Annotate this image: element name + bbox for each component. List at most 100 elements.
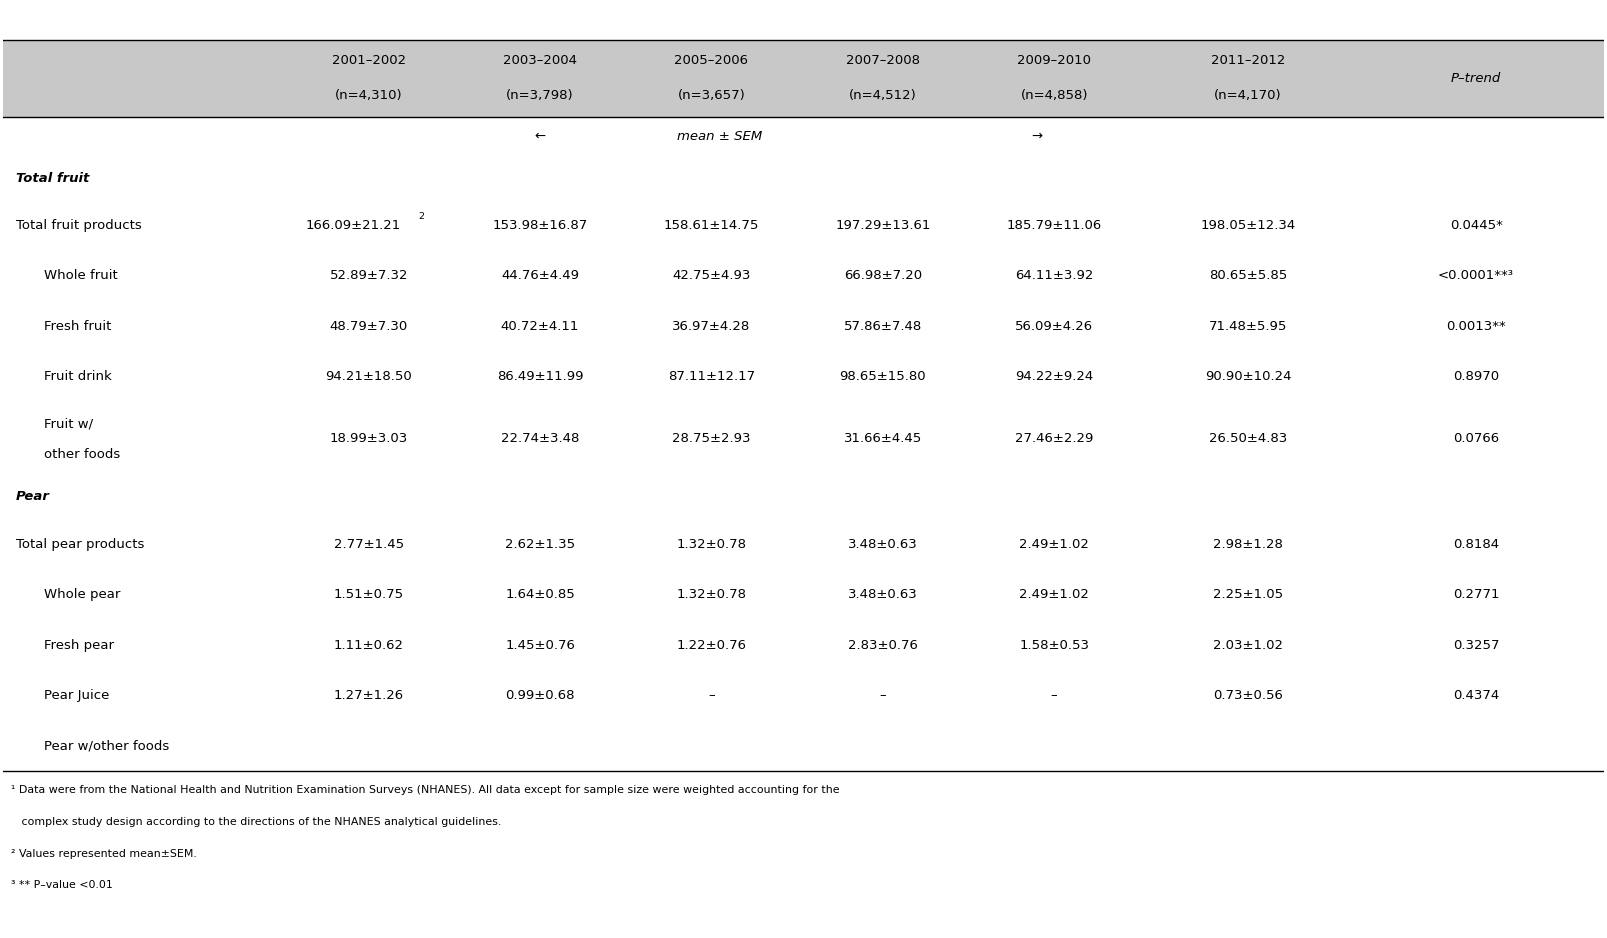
Text: 0.2771: 0.2771 xyxy=(1453,588,1499,601)
Text: 66.98±7.20: 66.98±7.20 xyxy=(844,269,922,282)
Text: Whole fruit: Whole fruit xyxy=(45,269,119,282)
Text: Total fruit products: Total fruit products xyxy=(16,219,141,232)
Text: 26.50±4.83: 26.50±4.83 xyxy=(1208,431,1287,445)
Text: P–trend: P–trend xyxy=(1451,72,1501,84)
Bar xyxy=(3,201,1604,250)
Text: –: – xyxy=(709,689,715,702)
Text: 52.89±7.32: 52.89±7.32 xyxy=(329,269,408,282)
Text: Pear Juice: Pear Juice xyxy=(45,689,109,702)
Text: 2009–2010: 2009–2010 xyxy=(1017,54,1091,68)
Text: <0.0001**³: <0.0001**³ xyxy=(1438,269,1514,282)
Text: 2.77±1.45: 2.77±1.45 xyxy=(334,538,403,551)
Text: 98.65±15.80: 98.65±15.80 xyxy=(839,371,926,384)
Text: Fresh fruit: Fresh fruit xyxy=(45,320,112,333)
Text: 57.86±7.48: 57.86±7.48 xyxy=(844,320,922,333)
Text: 94.22±9.24: 94.22±9.24 xyxy=(1016,371,1093,384)
Text: Whole pear: Whole pear xyxy=(45,588,121,601)
Bar xyxy=(3,352,1604,401)
Text: 0.8970: 0.8970 xyxy=(1453,371,1499,384)
Text: 2: 2 xyxy=(418,212,424,220)
Text: 2.49±1.02: 2.49±1.02 xyxy=(1019,588,1090,601)
Text: 185.79±11.06: 185.79±11.06 xyxy=(1006,219,1102,232)
Text: 0.0766: 0.0766 xyxy=(1453,431,1499,445)
Text: 158.61±14.75: 158.61±14.75 xyxy=(664,219,759,232)
Text: ² Values represented mean±SEM.: ² Values represented mean±SEM. xyxy=(11,849,196,858)
Text: 0.3257: 0.3257 xyxy=(1453,639,1499,652)
Text: ←: ← xyxy=(535,129,546,143)
Text: (n=4,512): (n=4,512) xyxy=(848,89,916,102)
Text: –: – xyxy=(1051,689,1057,702)
Text: –: – xyxy=(879,689,885,702)
Text: 40.72±4.11: 40.72±4.11 xyxy=(501,320,579,333)
Text: 2.49±1.02: 2.49±1.02 xyxy=(1019,538,1090,551)
Bar xyxy=(3,40,1604,116)
Text: (n=3,798): (n=3,798) xyxy=(506,89,574,102)
Text: 2005–2006: 2005–2006 xyxy=(675,54,749,68)
Text: 1.51±0.75: 1.51±0.75 xyxy=(334,588,403,601)
Text: complex study design according to the directions of the NHANES analytical guidel: complex study design according to the di… xyxy=(11,817,501,826)
Text: 2007–2008: 2007–2008 xyxy=(845,54,919,68)
Bar xyxy=(3,720,1604,771)
Text: ³ ** P–value <0.01: ³ ** P–value <0.01 xyxy=(11,880,112,890)
Text: other foods: other foods xyxy=(45,447,121,461)
Text: 1.22±0.76: 1.22±0.76 xyxy=(677,639,746,652)
Text: (n=4,170): (n=4,170) xyxy=(1213,89,1282,102)
Text: 87.11±12.17: 87.11±12.17 xyxy=(669,371,755,384)
Text: 31.66±4.45: 31.66±4.45 xyxy=(844,431,922,445)
Text: 3.48±0.63: 3.48±0.63 xyxy=(848,588,918,601)
Bar xyxy=(3,620,1604,671)
Text: 2.25±1.05: 2.25±1.05 xyxy=(1213,588,1282,601)
Text: 0.99±0.68: 0.99±0.68 xyxy=(505,689,575,702)
Text: 28.75±2.93: 28.75±2.93 xyxy=(672,431,750,445)
Bar xyxy=(3,671,1604,720)
Bar xyxy=(3,301,1604,352)
Text: Total pear products: Total pear products xyxy=(16,538,145,551)
Bar xyxy=(3,156,1604,201)
Text: 1.64±0.85: 1.64±0.85 xyxy=(505,588,575,601)
Text: 1.27±1.26: 1.27±1.26 xyxy=(334,689,403,702)
Text: 27.46±2.29: 27.46±2.29 xyxy=(1016,431,1093,445)
Text: 198.05±12.34: 198.05±12.34 xyxy=(1200,219,1295,232)
Text: 1.11±0.62: 1.11±0.62 xyxy=(334,639,403,652)
Text: 0.0013**: 0.0013** xyxy=(1446,320,1506,333)
Text: Fresh pear: Fresh pear xyxy=(45,639,114,652)
Text: 2011–2012: 2011–2012 xyxy=(1210,54,1286,68)
Text: (n=4,310): (n=4,310) xyxy=(334,89,402,102)
Text: →: → xyxy=(1032,129,1043,143)
Text: 80.65±5.85: 80.65±5.85 xyxy=(1208,269,1287,282)
Bar xyxy=(3,569,1604,620)
Text: Pear: Pear xyxy=(16,491,50,504)
Text: 2.62±1.35: 2.62±1.35 xyxy=(505,538,575,551)
Text: Fruit w/: Fruit w/ xyxy=(45,417,93,431)
Text: (n=4,858): (n=4,858) xyxy=(1020,89,1088,102)
Text: 18.99±3.03: 18.99±3.03 xyxy=(329,431,408,445)
Text: 22.74±3.48: 22.74±3.48 xyxy=(501,431,579,445)
Bar xyxy=(3,475,1604,520)
Text: 2.83±0.76: 2.83±0.76 xyxy=(848,639,918,652)
Text: 153.98±16.87: 153.98±16.87 xyxy=(492,219,588,232)
Text: 0.73±0.56: 0.73±0.56 xyxy=(1213,689,1282,702)
Text: mean ± SEM: mean ± SEM xyxy=(678,129,763,143)
Text: 0.4374: 0.4374 xyxy=(1453,689,1499,702)
Bar xyxy=(3,401,1604,475)
Text: 48.79±7.30: 48.79±7.30 xyxy=(329,320,408,333)
Text: 197.29±13.61: 197.29±13.61 xyxy=(836,219,930,232)
Text: 1.45±0.76: 1.45±0.76 xyxy=(505,639,575,652)
Text: 0.8184: 0.8184 xyxy=(1453,538,1499,551)
Text: 36.97±4.28: 36.97±4.28 xyxy=(672,320,750,333)
Text: 1.58±0.53: 1.58±0.53 xyxy=(1019,639,1090,652)
Text: 42.75±4.93: 42.75±4.93 xyxy=(672,269,750,282)
Text: 2.98±1.28: 2.98±1.28 xyxy=(1213,538,1282,551)
Text: 71.48±5.95: 71.48±5.95 xyxy=(1208,320,1287,333)
Text: 56.09±4.26: 56.09±4.26 xyxy=(1016,320,1093,333)
Text: ¹ Data were from the National Health and Nutrition Examination Surveys (NHANES).: ¹ Data were from the National Health and… xyxy=(11,785,839,795)
Text: 1.32±0.78: 1.32±0.78 xyxy=(677,588,746,601)
Text: 2.03±1.02: 2.03±1.02 xyxy=(1213,639,1282,652)
Text: 86.49±11.99: 86.49±11.99 xyxy=(497,371,583,384)
Text: 94.21±18.50: 94.21±18.50 xyxy=(325,371,411,384)
Text: 1.32±0.78: 1.32±0.78 xyxy=(677,538,746,551)
Bar xyxy=(3,250,1604,301)
Text: 166.09±21.21: 166.09±21.21 xyxy=(305,219,400,232)
Text: Fruit drink: Fruit drink xyxy=(45,371,112,384)
Text: 2001–2002: 2001–2002 xyxy=(331,54,407,68)
